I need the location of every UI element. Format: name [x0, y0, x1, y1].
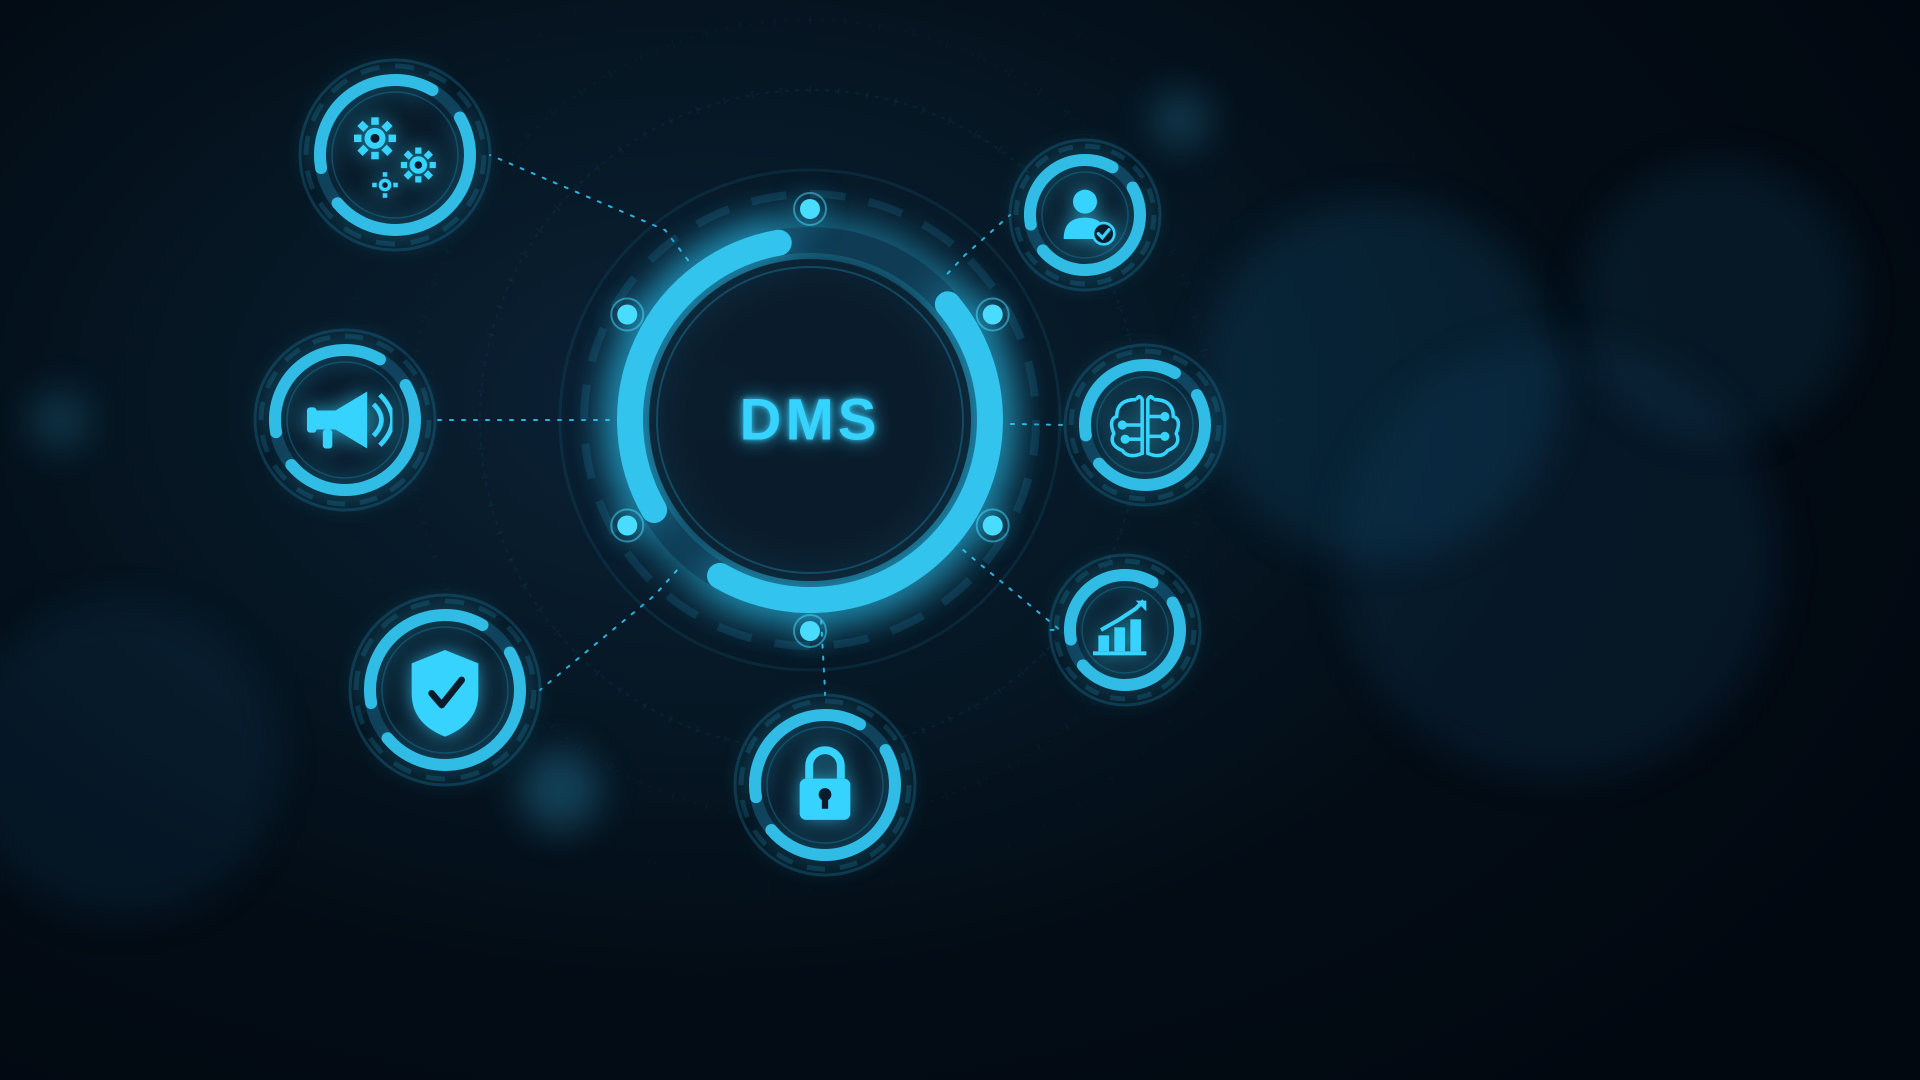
megaphone-icon: [298, 373, 393, 468]
connector: [490, 155, 688, 260]
brain-circuit-icon: [1103, 383, 1188, 468]
hub-dot: [800, 621, 820, 641]
chart-growth-icon: [1085, 590, 1165, 670]
connector: [963, 550, 1060, 630]
hub-dot: [983, 516, 1003, 536]
diagram-svg: [0, 0, 1920, 1080]
diagram-stage: DMS: [0, 0, 1920, 1080]
lock-icon: [778, 738, 873, 833]
hub-dot: [800, 199, 820, 219]
hub-dot: [983, 305, 1003, 325]
connector: [821, 621, 825, 695]
hub-dot: [617, 516, 637, 536]
gears-icon: [345, 105, 445, 205]
user-check-icon: [1045, 175, 1125, 255]
hub-dot: [617, 305, 637, 325]
center-label: DMS: [740, 387, 881, 454]
shield-check-icon: [395, 640, 495, 740]
